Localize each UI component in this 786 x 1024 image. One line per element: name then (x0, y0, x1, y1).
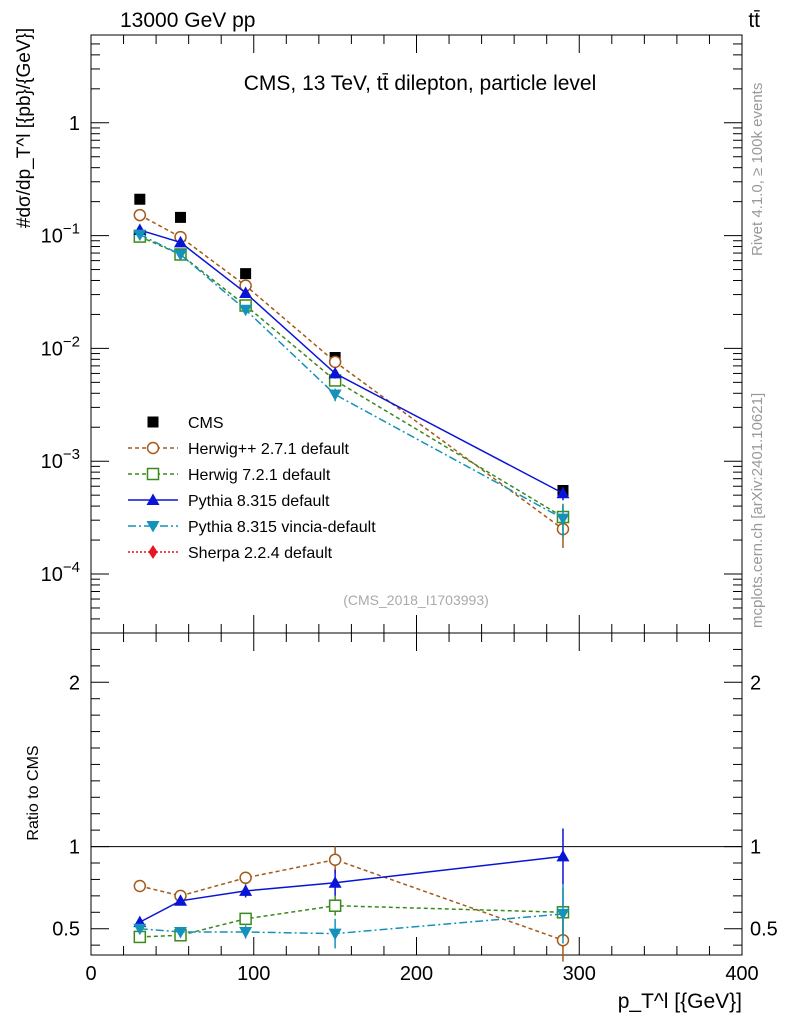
legend-item: Pythia 8.315 vincia-default (128, 519, 376, 536)
ratio-y-tick-label-left: 0.5 (52, 919, 80, 941)
ratio-data-point (328, 853, 342, 866)
legend-item: Sherpa 2.2.4 default (128, 545, 333, 562)
legend: CMS Herwig++ 2.7.1 default Herwig 7.2.1 de… (128, 415, 376, 562)
x-tick-label: 300 (563, 963, 596, 985)
legend-marker (148, 545, 158, 559)
legend-label: CMS (188, 415, 224, 432)
main-data-point (239, 286, 253, 298)
x-tick-label: 400 (725, 963, 758, 985)
x-tick-label: 0 (85, 963, 96, 985)
ratio-panel: Ratio to CMS p_T^l [{GeV}] 0.5 0.5 1 1 2 2 0 1… (25, 632, 778, 1013)
ratio-series-line (139, 858, 564, 941)
ratio-data-point (328, 876, 342, 888)
ratio-data-point (133, 879, 147, 893)
main-data-point (328, 389, 342, 402)
legend-item: CMS (147, 415, 224, 432)
legend-item: Pythia 8.315 default (128, 493, 330, 510)
main-y-tick-label: 10−1 (41, 221, 80, 248)
ratio-series-3 (133, 884, 570, 949)
ratio-data-point (133, 923, 147, 936)
main-y-tick-label: 10−3 (41, 446, 80, 473)
main-plot-frame (90, 34, 743, 634)
main-data-point (556, 486, 570, 499)
main-y-tick-label: 1 (69, 113, 80, 135)
ratio-series-line (139, 913, 564, 935)
legend-marker (147, 416, 159, 428)
ratio-data-point (239, 927, 253, 939)
main-title: CMS, 13 TeV, tt̄ dilepton, particle leve… (244, 72, 597, 95)
header-left-label: 13000 GeV pp (120, 9, 255, 32)
ratio-y-tick-label-right: 2 (750, 672, 761, 694)
main-data-point (133, 208, 147, 222)
ratio-y-tick-label-left: 2 (69, 672, 80, 694)
ratio-data-point (556, 849, 570, 862)
main-series-4 (133, 229, 570, 538)
ratio-series-2 (133, 828, 570, 928)
legend-item: Herwig 7.2.1 default (128, 467, 331, 484)
ratio-y-axis-label: Ratio to CMS (25, 745, 42, 840)
main-data-point (175, 211, 187, 223)
ratio-data-point (239, 912, 252, 926)
x-tick-label: 100 (237, 963, 270, 985)
legend-label: Pythia 8.315 vincia-default (188, 519, 376, 536)
ratio-data-point (239, 871, 252, 885)
x-axis-label: p_T^l [{GeV}] (618, 990, 742, 1013)
legend-marker (146, 467, 160, 481)
mcplots-label: mcplots.cern.ch [arXiv:2401.10621] (749, 393, 766, 628)
ratio-y-tick-label-right: 1 (750, 837, 761, 859)
ratio-data-point (328, 899, 342, 912)
ratio-y-tick-label-right: 0.5 (750, 919, 778, 941)
watermark-label: (CMS_2018_I1703993) (343, 592, 489, 608)
main-data-point (133, 229, 147, 242)
main-data-point (328, 366, 342, 379)
x-tick-label: 200 (400, 963, 433, 985)
main-y-axis-label: #dσ/dp_T^l [{pb}/{GeV}] (14, 28, 35, 228)
rivet-version-label: Rivet 4.1.0, ≥ 100k events (749, 83, 766, 256)
ratio-plot-frame (90, 632, 743, 956)
ratio-data-point (239, 884, 253, 896)
main-data-point (174, 235, 188, 248)
legend-label: Herwig 7.2.1 default (188, 467, 331, 484)
main-panel: CMS, 13 TeV, tt̄ dilepton, particle leve… (14, 28, 743, 634)
main-y-tick-label: 10−4 (41, 559, 80, 586)
ratio-data-point (174, 927, 188, 939)
legend-marker (146, 493, 160, 505)
legend-marker (146, 441, 160, 455)
legend-label: Sherpa 2.2.4 default (188, 545, 333, 562)
main-data-point (240, 268, 252, 280)
ratio-data-point (328, 928, 342, 941)
main-data-point (239, 304, 253, 317)
legend-label: Pythia 8.315 default (188, 493, 330, 510)
legend-label: Herwig++ 2.7.1 default (188, 441, 350, 458)
main-data-point (134, 193, 146, 205)
main-data-point (556, 513, 570, 526)
main-data-point (328, 355, 342, 369)
legend-item: Herwig++ 2.7.1 default (128, 441, 350, 458)
main-data-point (174, 249, 188, 261)
ratio-data-point (556, 908, 570, 921)
main-series-2 (133, 230, 570, 536)
legend-marker (146, 521, 160, 533)
header-right-label: tt̄ (748, 9, 760, 32)
main-y-tick-label: 10−2 (41, 333, 80, 360)
ratio-data-point (174, 894, 188, 906)
ratio-y-tick-label-left: 1 (69, 837, 80, 859)
main-series-3 (133, 223, 570, 501)
ratio-series-1 (133, 887, 570, 944)
